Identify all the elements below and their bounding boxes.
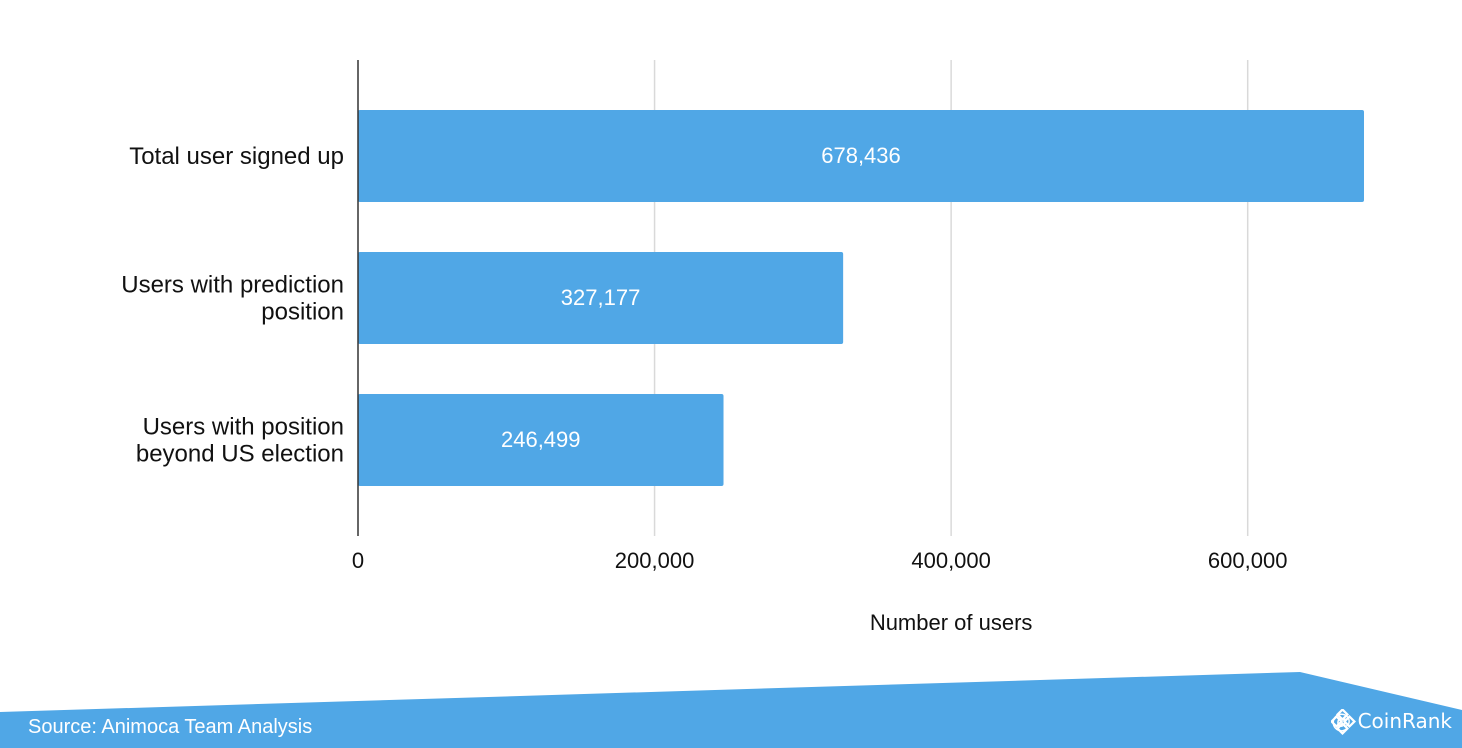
bar-2 xyxy=(358,394,724,486)
bar-1 xyxy=(358,252,844,344)
category-label-line: position xyxy=(261,299,344,326)
x-tick-label-2: 400,000 xyxy=(911,548,991,573)
x-axis-title: Number of users xyxy=(870,610,1033,635)
category-label-line: beyond US election xyxy=(136,441,344,468)
x-tick-label-3: 600,000 xyxy=(1208,548,1288,573)
x-tick-label-0: 0 xyxy=(352,548,364,573)
category-label-line: Total user signed up xyxy=(129,143,344,170)
category-label-1: Users with prediction position xyxy=(121,272,344,326)
bar-value-label-1: 327,177 xyxy=(561,285,641,310)
category-label-line: Users with position xyxy=(143,414,344,441)
bar-0 xyxy=(358,110,1364,202)
x-tick-label-1: 200,000 xyxy=(615,548,695,573)
category-labels: Total user signed up Users with predictio… xyxy=(121,143,344,468)
category-label-line: Users with prediction xyxy=(121,272,344,299)
bar-value-label-0: 678,436 xyxy=(821,143,901,168)
category-label-2: Users with position beyond US election xyxy=(136,414,344,468)
category-label-0: Total user signed up xyxy=(129,143,344,170)
x-tick-labels: 0 200,000 400,000 600,000 xyxy=(352,548,1288,573)
bars: 678,436 327,177 246,499 xyxy=(358,110,1364,486)
bar-value-label-2: 246,499 xyxy=(501,427,581,452)
